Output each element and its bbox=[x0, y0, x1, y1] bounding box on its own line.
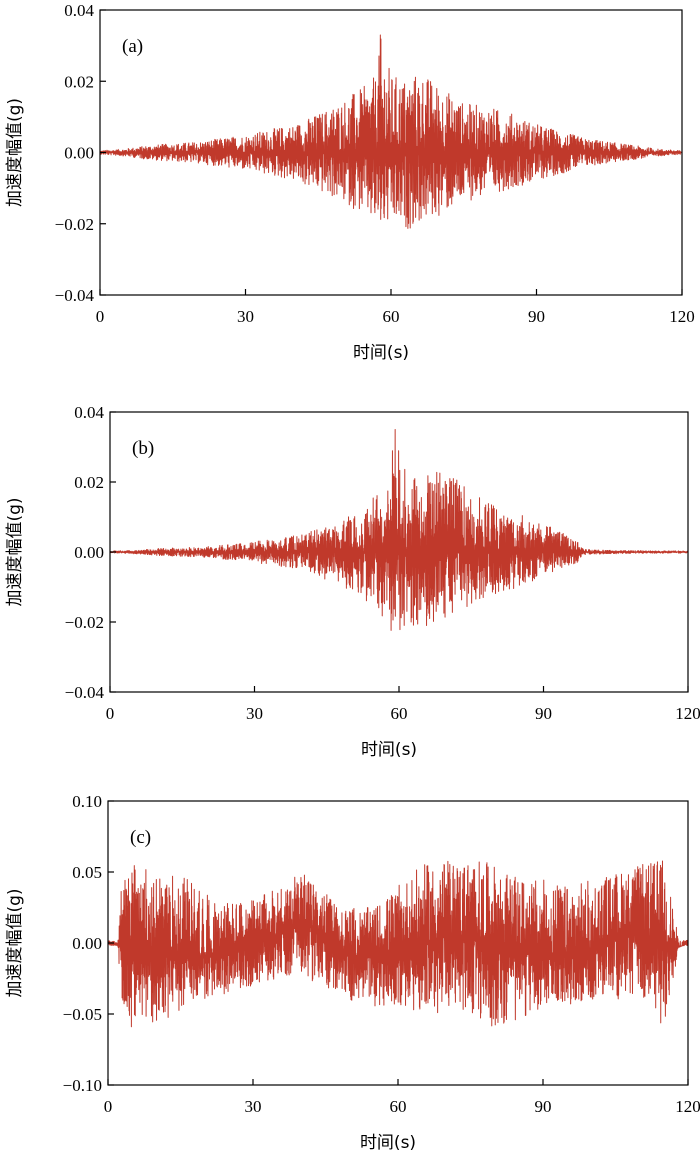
x-tick-label: 90 bbox=[528, 307, 545, 326]
y-tick-label: −0.10 bbox=[63, 1076, 102, 1095]
y-tick-label: 0.00 bbox=[72, 934, 102, 953]
y-tick-label: −0.02 bbox=[55, 215, 94, 234]
y-axis-title: 加速度幅值(g) bbox=[5, 497, 25, 606]
y-tick-label: 0.02 bbox=[74, 473, 104, 492]
x-axis-title: 时间(s) bbox=[360, 1133, 416, 1150]
x-axis: 0 30 60 90 120 bbox=[104, 1079, 700, 1116]
panel-label: (b) bbox=[132, 438, 154, 459]
x-tick-label: 120 bbox=[669, 307, 695, 326]
x-axis: 0 30 60 90 120 bbox=[106, 686, 700, 723]
chart-panel-b: 0 30 60 90 120 −0.04 −0.02 0.00 0.02 0.04 (b) 时间… bbox=[5, 403, 700, 760]
x-tick-label: 120 bbox=[675, 704, 700, 723]
y-tick-label: 0.00 bbox=[64, 144, 94, 163]
x-tick-label: 0 bbox=[106, 704, 115, 723]
panel-label: (c) bbox=[130, 827, 151, 848]
acceleration-trace bbox=[99, 34, 683, 229]
y-tick-label: 0.04 bbox=[64, 1, 94, 20]
x-axis-title: 时间(s) bbox=[353, 343, 409, 363]
y-tick-label: −0.04 bbox=[65, 683, 105, 702]
x-tick-label: 0 bbox=[104, 1097, 113, 1116]
acceleration-trace bbox=[109, 429, 689, 631]
x-axis: 0 30 60 90 120 bbox=[96, 289, 695, 326]
y-axis-title: 加速度幅值(g) bbox=[5, 888, 25, 997]
chart-panel-c: 0 30 60 90 120 −0.10 −0.05 0.00 0.05 0.10 (c) 时间… bbox=[5, 792, 700, 1150]
y-tick-label: 0.10 bbox=[72, 792, 102, 811]
x-tick-label: 120 bbox=[675, 1097, 700, 1116]
x-tick-label: 90 bbox=[535, 704, 552, 723]
x-tick-label: 60 bbox=[390, 1097, 407, 1116]
x-tick-label: 90 bbox=[535, 1097, 552, 1116]
y-tick-label: −0.04 bbox=[55, 286, 95, 305]
y-tick-label: 0.02 bbox=[64, 72, 94, 91]
y-tick-label: −0.05 bbox=[63, 1005, 102, 1024]
chart-panel-a: 0 30 60 90 120 −0.04 −0.02 0.00 0.02 0.04 (a) 时间… bbox=[5, 1, 695, 363]
x-tick-label: 0 bbox=[96, 307, 105, 326]
y-axis-title: 加速度幅值(g) bbox=[5, 98, 25, 207]
x-tick-label: 30 bbox=[237, 307, 254, 326]
x-axis-title: 时间(s) bbox=[361, 740, 417, 760]
y-axis: −0.10 −0.05 0.00 0.05 0.10 bbox=[63, 792, 114, 1095]
y-tick-label: −0.02 bbox=[65, 613, 104, 632]
y-axis: −0.04 −0.02 0.00 0.02 0.04 bbox=[65, 403, 116, 702]
panel-label: (a) bbox=[122, 36, 143, 57]
acceleration-trace bbox=[107, 860, 689, 1028]
x-tick-label: 30 bbox=[246, 704, 263, 723]
y-tick-label: 0.05 bbox=[72, 863, 102, 882]
x-tick-label: 60 bbox=[383, 307, 400, 326]
y-axis: −0.04 −0.02 0.00 0.02 0.04 bbox=[55, 1, 106, 305]
y-tick-label: 0.04 bbox=[74, 403, 104, 422]
y-tick-label: 0.00 bbox=[74, 543, 104, 562]
x-tick-label: 60 bbox=[391, 704, 408, 723]
x-tick-label: 30 bbox=[245, 1097, 262, 1116]
